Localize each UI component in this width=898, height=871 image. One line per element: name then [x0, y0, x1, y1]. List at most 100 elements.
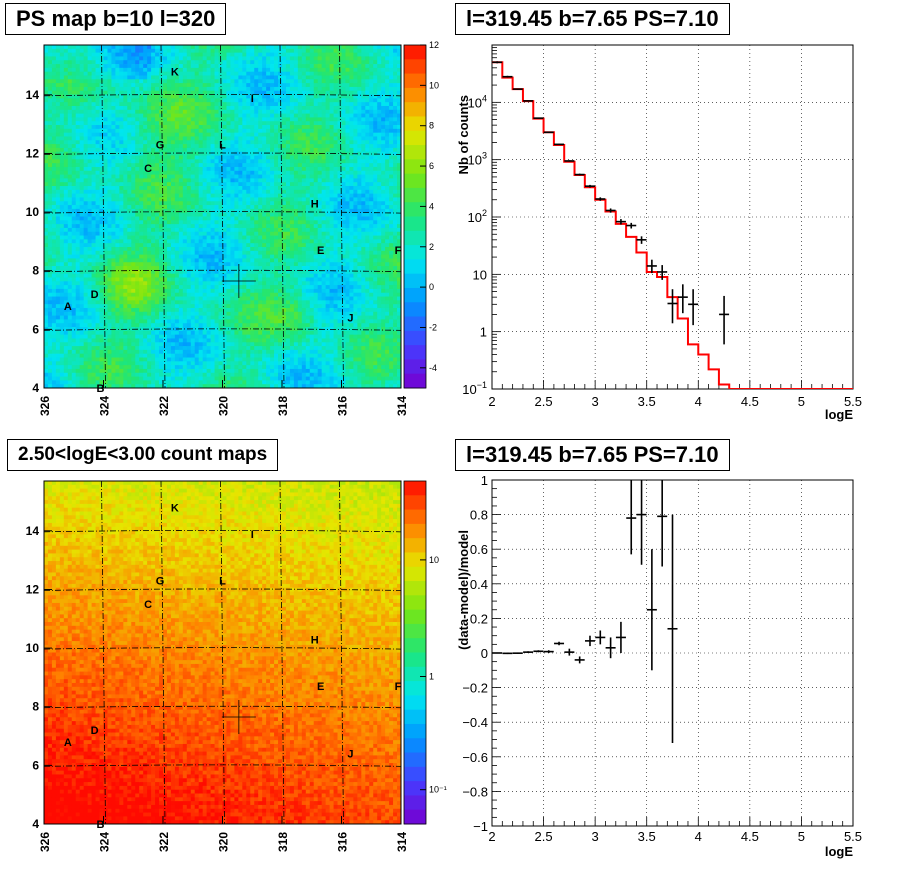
heatmap-cell — [190, 94, 196, 99]
heatmap-cell — [87, 277, 92, 282]
heatmap-cell — [75, 48, 81, 54]
heatmap-cell — [258, 365, 263, 370]
heatmap-cell — [51, 60, 57, 65]
heatmap-cell — [51, 304, 57, 309]
heatmap-cell — [234, 83, 239, 88]
heatmap-cell — [250, 269, 255, 275]
heatmap-cell — [214, 224, 219, 229]
heatmap-cell — [147, 132, 152, 137]
heatmap-cell — [178, 132, 184, 137]
heatmap-cell — [99, 163, 104, 168]
heatmap-cell — [166, 182, 172, 187]
heatmap-cell — [166, 67, 172, 73]
heatmap-cell — [87, 227, 92, 233]
heatmap-cell — [218, 201, 223, 206]
heatmap-cell — [135, 288, 140, 294]
heatmap-cell — [230, 178, 235, 183]
heatmap-cell — [147, 90, 152, 95]
heatmap-cell — [214, 60, 219, 65]
heatmap-cell — [87, 83, 92, 88]
heatmap-cell — [147, 372, 152, 377]
heatmap-cell — [214, 121, 219, 126]
heatmap-cell — [190, 136, 196, 141]
heatmap-cell — [163, 197, 168, 202]
heatmap-cell — [79, 269, 85, 275]
heatmap-cell — [178, 296, 184, 301]
heatmap-cell — [182, 163, 188, 168]
heatmap-cell — [258, 205, 263, 210]
heatmap-cell — [262, 79, 267, 84]
heatmap-cell — [103, 75, 108, 80]
heatmap-cell — [107, 368, 112, 374]
heatmap-cell — [119, 300, 124, 305]
heatmap-cell — [119, 315, 124, 320]
heatmap-cell — [250, 361, 255, 366]
heatmap-cell — [95, 52, 100, 57]
heatmap-cell — [226, 166, 231, 172]
heatmap-cell — [119, 231, 124, 236]
heatmap-cell — [67, 155, 73, 160]
heatmap-cell — [47, 105, 53, 111]
heatmap-cell — [214, 300, 219, 305]
heatmap-cell — [87, 166, 92, 172]
heatmap-cell — [55, 342, 61, 347]
heatmap-cell — [202, 178, 208, 183]
heatmap-cell — [206, 170, 211, 175]
heatmap-cell — [163, 170, 168, 175]
heatmap-cell — [47, 67, 53, 73]
heatmap-cell — [258, 159, 263, 164]
heatmap-cell — [87, 98, 92, 103]
heatmap-cell — [166, 75, 172, 80]
heatmap-cell — [230, 98, 235, 103]
heatmap-cell — [119, 102, 124, 107]
heatmap-cell — [51, 90, 57, 95]
heatmap-cell — [135, 186, 140, 191]
heatmap-cell — [83, 365, 89, 370]
heatmap-cell — [166, 281, 172, 286]
heatmap-cell — [202, 220, 208, 225]
heatmap-cell — [63, 346, 69, 351]
heatmap-cell — [143, 121, 148, 126]
heatmap-cell — [226, 227, 231, 233]
heatmap-cell — [44, 212, 49, 217]
heatmap-cell — [151, 140, 156, 145]
heatmap-cell — [238, 273, 243, 278]
heatmap-cell — [151, 266, 156, 271]
heatmap-cell — [55, 285, 61, 290]
heatmap-cell — [47, 372, 53, 377]
heatmap-cell — [59, 109, 65, 114]
heatmap-cell — [135, 376, 140, 381]
heatmap-cell — [214, 288, 219, 294]
heatmap-cell — [222, 311, 227, 316]
heatmap-cell — [202, 52, 208, 57]
heatmap-cell — [234, 208, 239, 214]
heatmap-cell — [194, 246, 200, 252]
heatmap-cell — [79, 315, 85, 320]
heatmap-cell — [107, 334, 112, 339]
heatmap-cell — [155, 86, 160, 92]
heatmap-cell — [210, 48, 215, 54]
heatmap-cell — [210, 292, 215, 297]
heatmap-cell — [198, 90, 204, 95]
heatmap-cell — [59, 304, 65, 309]
heatmap-cell — [159, 243, 164, 248]
heatmap-cell — [143, 357, 148, 362]
heatmap-cell — [67, 250, 73, 256]
heatmap-cell — [131, 94, 136, 99]
heatmap-cell — [83, 178, 89, 183]
heatmap-cell — [242, 330, 247, 336]
heatmap-cell — [238, 235, 243, 240]
heatmap-cell — [214, 113, 219, 118]
heatmap-cell — [159, 163, 164, 168]
heatmap-cell — [131, 300, 136, 305]
heatmap-cell — [222, 365, 227, 370]
heatmap-cell — [59, 136, 65, 141]
heatmap-cell — [63, 205, 69, 210]
heatmap-cell — [139, 75, 144, 80]
heatmap-cell — [174, 109, 180, 114]
heatmap-cell — [87, 334, 92, 339]
heatmap-cell — [119, 304, 124, 309]
heatmap-cell — [47, 212, 53, 217]
heatmap-cell — [87, 147, 92, 153]
heatmap-cell — [242, 349, 247, 355]
